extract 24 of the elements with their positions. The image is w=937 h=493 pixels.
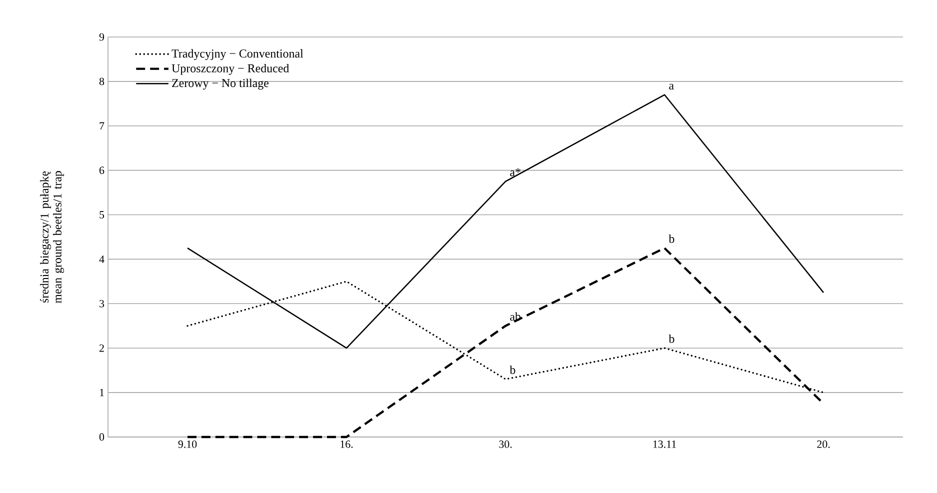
y-tick-label: 3 [100, 300, 104, 308]
y-axis-title: średnia biegaczy/1 pułapkę mean ground beetles/1 trap [40, 171, 64, 304]
annotation: a [669, 84, 674, 90]
x-tick-label: 16. [340, 440, 353, 448]
annotation: b [668, 234, 674, 243]
y-tick-label: 9 [99, 33, 104, 41]
y-tick-label: 5 [100, 211, 104, 218]
y-tick-label: 2 [99, 344, 104, 352]
x-tick-label: 30. [499, 440, 512, 448]
x-tick-label: 20. [817, 440, 830, 448]
y-tick-label: 6 [99, 166, 104, 174]
y-tick-label: 1 [100, 388, 104, 396]
annotation: b [668, 334, 674, 343]
y-tick-label: 4 [99, 256, 104, 263]
y-tick-label: 8 [99, 78, 104, 86]
annotation: a* [510, 168, 520, 176]
x-tick-label: 13.11 [653, 440, 676, 448]
legend-label: Tradycyjny − Conventional [172, 49, 304, 60]
annotation: b [510, 366, 516, 374]
x-tick-label: 9.10 [178, 440, 197, 448]
y-tick-label: 0 [99, 433, 104, 441]
legend-label: Zerowy − No tillage [172, 78, 269, 90]
y-tick-label: 7 [100, 122, 104, 130]
legend-label: Uproszczony − Reduced [172, 64, 290, 75]
